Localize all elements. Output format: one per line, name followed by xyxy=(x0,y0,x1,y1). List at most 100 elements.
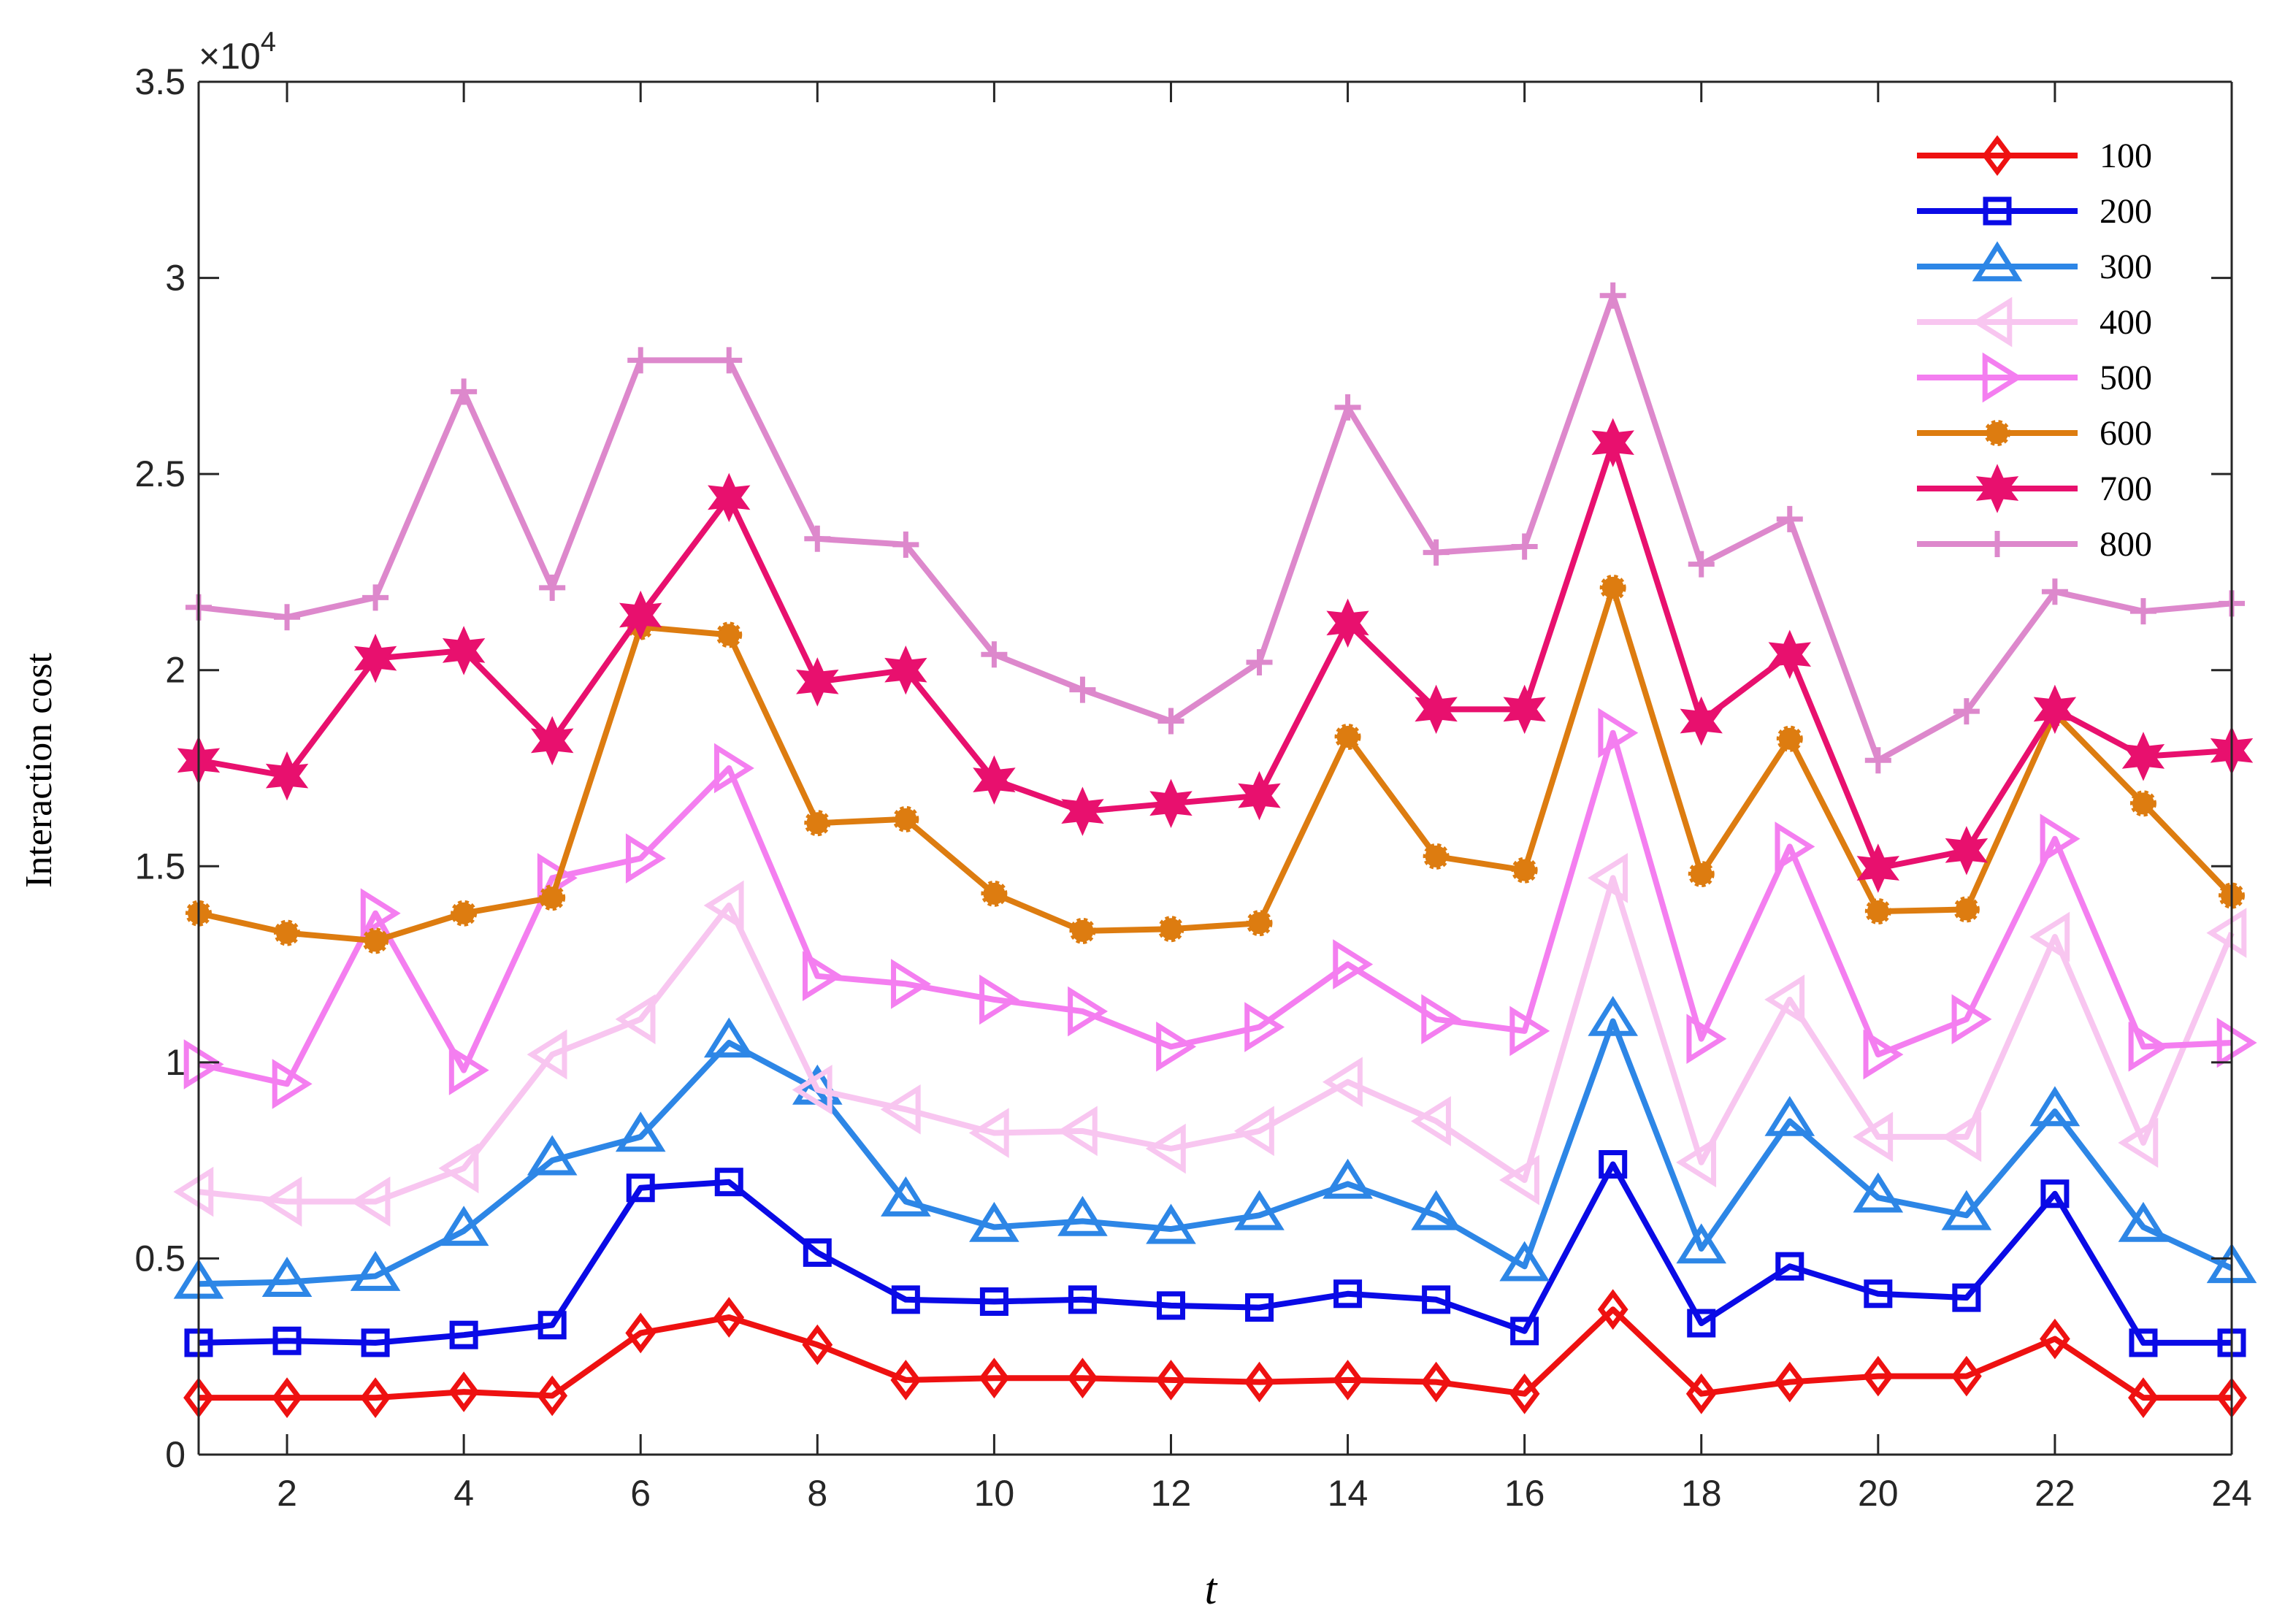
data-point-700-4 xyxy=(442,626,486,675)
data-point-200-12 xyxy=(1156,1291,1185,1320)
data-point-400-3 xyxy=(350,1176,391,1227)
data-point-500-9 xyxy=(891,959,931,1009)
data-point-800-9 xyxy=(892,531,919,558)
y-scale-exponent: 4 xyxy=(261,27,276,58)
data-point-700-14 xyxy=(1326,598,1369,648)
data-point-100-20 xyxy=(1862,1355,1894,1397)
data-point-600-8 xyxy=(804,810,831,837)
x-tick-label: 22 xyxy=(2035,1473,2075,1514)
data-point-800-11 xyxy=(1069,676,1096,703)
series-line-600 xyxy=(198,584,2234,944)
data-point-700-19 xyxy=(1768,629,1812,679)
data-point-400-14 xyxy=(1322,1057,1363,1108)
x-tick-label: 4 xyxy=(453,1473,474,1514)
data-point-300-12 xyxy=(1146,1203,1196,1244)
data-point-100-12 xyxy=(1155,1360,1187,1401)
data-point-100-15 xyxy=(1420,1361,1452,1403)
data-point-400-6 xyxy=(615,994,656,1045)
x-tick-label: 18 xyxy=(1681,1473,1722,1514)
data-point-300-2 xyxy=(261,1257,313,1297)
data-point-800-22 xyxy=(2041,578,2068,605)
series-100 xyxy=(183,1289,2247,1418)
legend-label-300: 300 xyxy=(2100,248,2152,286)
legend-marker-300 xyxy=(1972,241,2023,282)
data-point-300-22 xyxy=(2029,1086,2081,1127)
series-layer xyxy=(173,282,2257,1418)
legend-label-100: 100 xyxy=(2100,137,2152,175)
data-point-100-16 xyxy=(1509,1373,1540,1414)
legend-entry-200: 200 xyxy=(1917,192,2152,231)
data-point-300-3 xyxy=(350,1250,401,1291)
data-point-700-2 xyxy=(265,751,309,801)
legend-marker-400 xyxy=(1972,296,2013,348)
data-point-400-21 xyxy=(1941,1111,1982,1163)
data-point-500-3 xyxy=(360,888,401,939)
data-point-700-5 xyxy=(530,716,574,766)
data-point-700-12 xyxy=(1149,778,1193,829)
data-point-400-16 xyxy=(1499,1154,1539,1206)
data-point-700-16 xyxy=(1503,684,1546,735)
data-point-800-14 xyxy=(1334,394,1361,421)
y-tick-label: 3 xyxy=(165,258,185,299)
data-point-200-21 xyxy=(1952,1283,1981,1312)
data-point-300-17 xyxy=(1588,995,1639,1036)
data-point-200-6 xyxy=(626,1173,655,1203)
legend-label-400: 400 xyxy=(2100,303,2152,342)
data-point-700-21 xyxy=(1945,826,1989,876)
data-point-400-17 xyxy=(1588,853,1628,903)
data-point-200-22 xyxy=(2040,1179,2070,1209)
x-tick-label: 24 xyxy=(2211,1473,2252,1514)
data-point-500-7 xyxy=(713,743,754,794)
legend-label-800: 800 xyxy=(2100,525,2152,564)
data-point-600-3 xyxy=(362,927,389,954)
data-point-700-7 xyxy=(708,472,751,523)
data-point-800-8 xyxy=(804,525,831,552)
legend-marker-200 xyxy=(1983,196,2012,226)
data-point-600-13 xyxy=(1246,910,1273,937)
legend-marker-500 xyxy=(1982,352,2023,403)
data-point-800-23 xyxy=(2129,598,2156,625)
y-scale-label: ×10 xyxy=(199,36,261,77)
data-point-300-18 xyxy=(1676,1223,1727,1264)
data-point-500-6 xyxy=(625,833,666,884)
data-point-600-15 xyxy=(1423,843,1450,870)
data-point-700-17 xyxy=(1591,418,1634,467)
data-point-500-23 xyxy=(2128,1022,2169,1072)
data-point-700-15 xyxy=(1415,684,1458,735)
data-point-400-13 xyxy=(1233,1106,1274,1157)
plot-background xyxy=(199,82,2232,1455)
series-300 xyxy=(173,995,2257,1299)
data-point-400-8 xyxy=(792,1065,833,1115)
data-point-100-17 xyxy=(1597,1289,1628,1330)
data-point-300-16 xyxy=(1499,1241,1550,1282)
y-tick-label: 2 xyxy=(165,650,185,691)
data-point-200-20 xyxy=(1864,1279,1893,1309)
legend-entry-100: 100 xyxy=(1917,135,2152,176)
data-point-600-23 xyxy=(2129,790,2156,817)
data-point-600-14 xyxy=(1334,724,1361,751)
series-500 xyxy=(183,708,2257,1109)
data-point-300-10 xyxy=(969,1201,1019,1242)
data-point-300-13 xyxy=(1234,1190,1285,1230)
series-800 xyxy=(185,282,2245,774)
data-point-500-1 xyxy=(183,1039,224,1089)
data-point-300-6 xyxy=(615,1111,666,1152)
data-point-400-20 xyxy=(1853,1111,1894,1163)
series-400 xyxy=(173,853,2247,1227)
data-point-100-9 xyxy=(890,1360,922,1401)
data-point-300-5 xyxy=(527,1135,578,1176)
legend-label-600: 600 xyxy=(2100,414,2152,453)
data-point-300-4 xyxy=(438,1206,489,1246)
data-point-400-19 xyxy=(1764,974,1805,1025)
data-point-500-19 xyxy=(1775,821,1815,872)
data-point-800-4 xyxy=(451,378,478,405)
legend-entry-700: 700 xyxy=(1917,464,2152,513)
data-point-100-8 xyxy=(802,1324,833,1366)
data-point-100-13 xyxy=(1244,1361,1275,1403)
legend-entry-500: 500 xyxy=(1917,352,2152,403)
data-point-500-4 xyxy=(448,1045,489,1095)
data-point-600-21 xyxy=(1953,896,1980,923)
data-point-400-15 xyxy=(1411,1096,1451,1146)
data-point-100-3 xyxy=(360,1377,391,1418)
